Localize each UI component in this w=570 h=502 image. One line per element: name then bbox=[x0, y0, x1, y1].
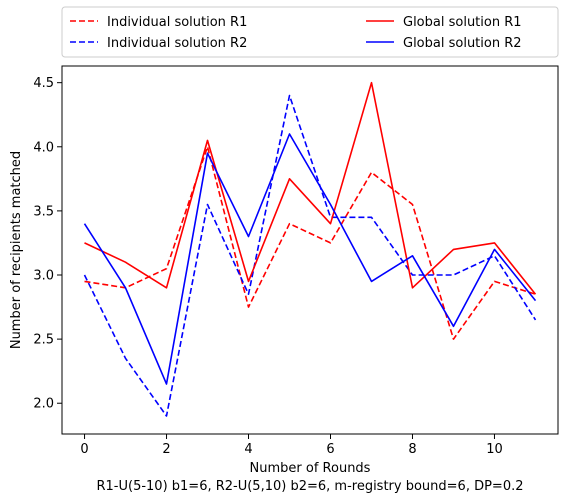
legend-label: Global solution R1 bbox=[403, 15, 522, 30]
y-tick-label: 2.5 bbox=[33, 333, 54, 348]
y-tick-label: 4.5 bbox=[33, 76, 54, 91]
x-axis: 0 2 4 6 8 10 bbox=[80, 434, 503, 457]
y-tick-label: 3.0 bbox=[33, 269, 54, 284]
x-tick-label: 6 bbox=[326, 442, 334, 457]
legend-label: Global solution R2 bbox=[403, 36, 522, 51]
x-tick-label: 8 bbox=[408, 442, 416, 457]
y-tick-label: 4.0 bbox=[33, 140, 54, 155]
plot-area bbox=[62, 66, 558, 434]
legend-label: Individual solution R2 bbox=[107, 36, 247, 51]
x-axis-label: Number of Rounds bbox=[250, 461, 371, 476]
legend-label: Individual solution R1 bbox=[107, 15, 247, 30]
series-line-global-solution-r1 bbox=[84, 81, 537, 295]
legend: Individual solution R1 Individual solutio… bbox=[61, 6, 559, 58]
y-tick-label: 2.0 bbox=[33, 397, 54, 412]
y-tick-label: 3.5 bbox=[33, 204, 54, 219]
y-axis-label: Number of recipients matched bbox=[9, 151, 24, 349]
series-line-global-solution-r2 bbox=[83, 133, 537, 385]
y-axis: 2.0 2.5 3.0 3.5 4.0 4.5 bbox=[33, 76, 62, 412]
x-axis-subtitle: R1-U(5-10) b1=6, R2-U(5,10) b2=6, m-regi… bbox=[96, 479, 523, 494]
x-tick-label: 10 bbox=[486, 442, 503, 457]
x-tick-label: 0 bbox=[80, 442, 88, 457]
series-line-individual-solution-r1 bbox=[84, 146, 536, 340]
legend-frame bbox=[61, 6, 559, 58]
x-tick-label: 4 bbox=[244, 442, 252, 457]
plot-frame bbox=[61, 65, 559, 435]
x-tick-label: 2 bbox=[162, 442, 170, 457]
